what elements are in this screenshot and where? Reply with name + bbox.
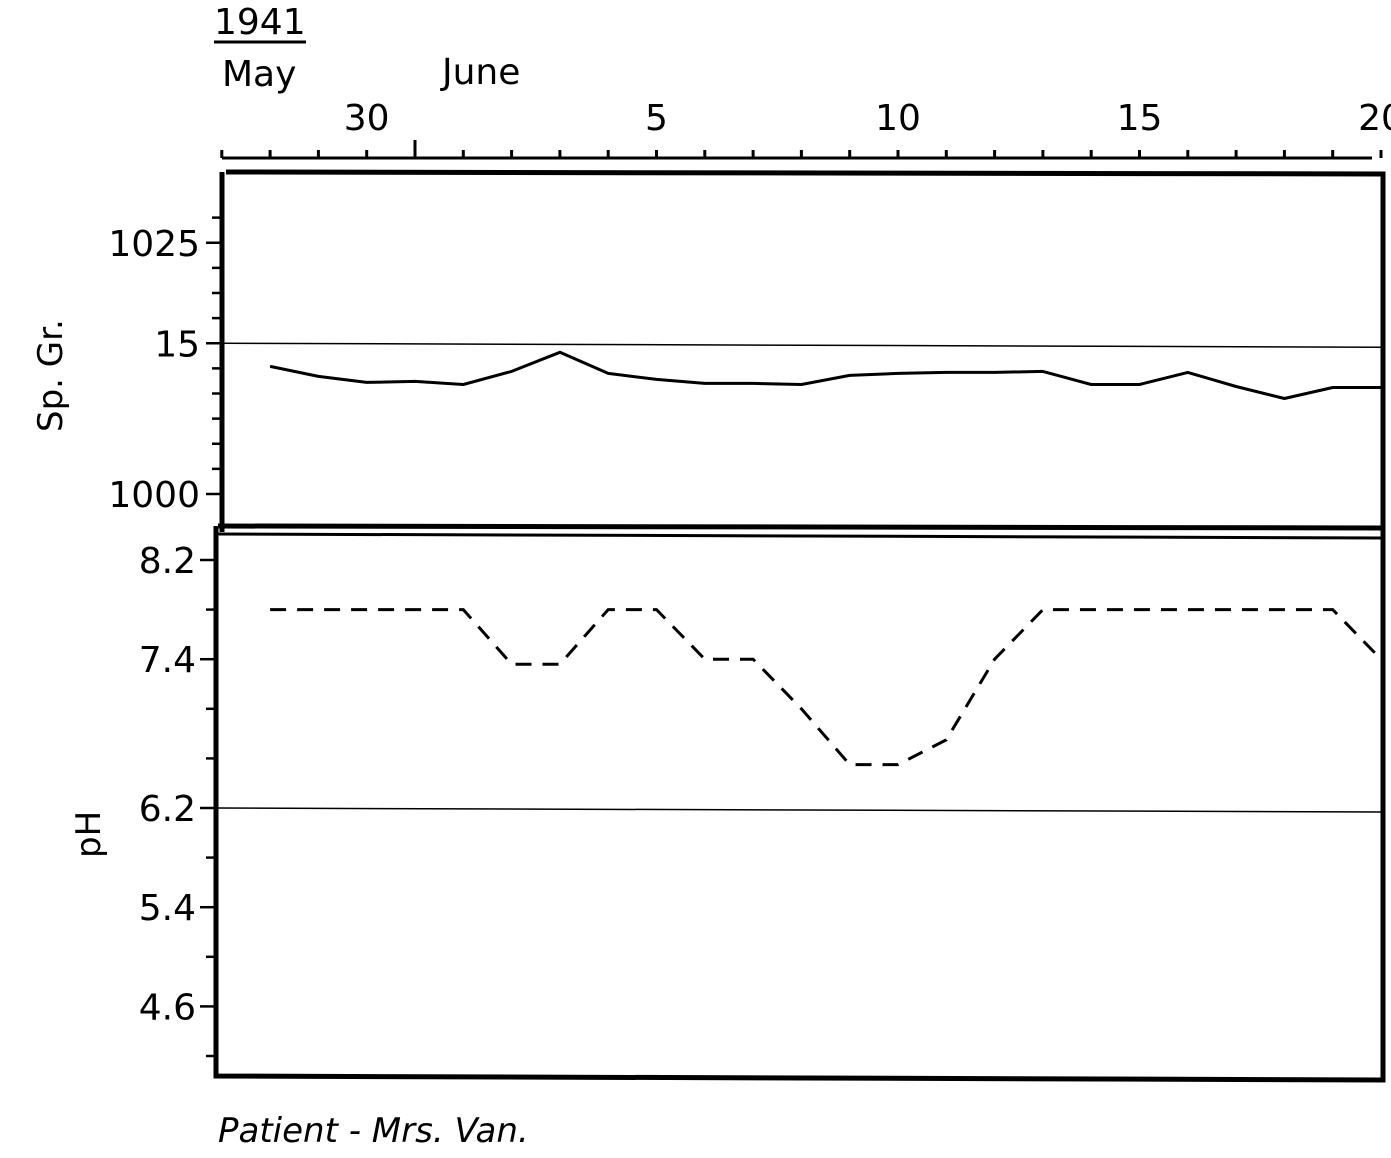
sp-gr-axis: 1025 15 1000 xyxy=(108,216,222,516)
ph-axis: 8.2 7.4 6.2 5.4 4.6 xyxy=(139,541,216,1058)
panel-divider-1 xyxy=(217,523,1384,531)
sp-gr-plot xyxy=(221,342,1384,400)
ph-reference-line xyxy=(215,807,1384,813)
sp-gr-tick-label: 1000 xyxy=(108,475,200,516)
ph-plot xyxy=(215,608,1384,813)
panel-divider-2 xyxy=(217,532,1384,540)
year-label: 1941 xyxy=(214,2,306,43)
ph-tick-label: 5.4 xyxy=(139,888,196,929)
date-tick-label: 5 xyxy=(645,98,668,139)
sp-gr-tick-label: 1025 xyxy=(108,224,200,265)
chart-frame xyxy=(213,169,1386,1083)
ph-tick-label: 8.2 xyxy=(139,541,196,582)
ph-tick-label: 7.4 xyxy=(139,640,196,681)
ph-tick-label: 6.2 xyxy=(139,789,196,830)
date-axis: 30 5 10 15 20 xyxy=(220,98,1391,160)
sp-gr-reference-line xyxy=(221,342,1384,348)
month-june-label: June xyxy=(440,52,520,93)
date-tick-label: 30 xyxy=(344,98,390,139)
date-tick-label: 10 xyxy=(875,98,921,139)
sp-gr-series-line xyxy=(269,350,1381,400)
ph-series-line xyxy=(270,608,1383,767)
sp-gr-tick-label: 15 xyxy=(154,324,200,365)
ph-axis-title: pH xyxy=(69,811,109,858)
patient-caption: Patient - Mrs. Van. xyxy=(218,1111,529,1151)
sp-gr-axis-title: Sp. Gr. xyxy=(31,319,71,432)
date-tick-label: 20 xyxy=(1358,98,1391,139)
date-tick-label: 15 xyxy=(1117,98,1163,139)
month-may-label: May xyxy=(222,54,296,95)
ph-tick-label: 4.6 xyxy=(139,987,196,1028)
